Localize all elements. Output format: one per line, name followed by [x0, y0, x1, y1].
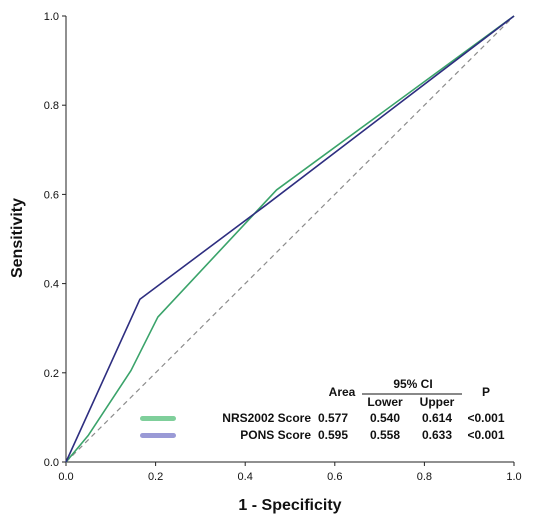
- x-tick-label: 1.0: [506, 471, 521, 483]
- series-group: [65, 15, 515, 463]
- y-tick-label: 0.0: [44, 457, 59, 469]
- legend-p-pons: <0.001: [467, 428, 504, 442]
- y-tick-label: 0.4: [44, 279, 59, 291]
- legend-p-nrs2002: <0.001: [467, 411, 504, 425]
- legend-header-upper: Upper: [420, 395, 455, 409]
- x-axis-title: 1 - Specificity: [238, 497, 341, 514]
- legend-table: Area 95% CI Lower Upper P NRS2002 Score …: [140, 377, 505, 442]
- y-tick-label: 0.6: [44, 189, 59, 201]
- x-tick-label: 0.8: [417, 471, 432, 483]
- legend-upper-pons: 0.633: [422, 428, 452, 442]
- x-tick-label: 0.6: [327, 471, 342, 483]
- legend-header-ci: 95% CI: [393, 377, 432, 391]
- legend-swatch-pons: [140, 433, 176, 438]
- axes: [65, 16, 514, 463]
- series-line-pons-score: [65, 15, 515, 463]
- legend-swatch-nrs2002: [140, 416, 176, 421]
- legend-area-pons: 0.595: [318, 428, 348, 442]
- x-tick-label: 0.4: [238, 471, 253, 483]
- x-tick-label: 0.0: [58, 471, 73, 483]
- legend-lower-pons: 0.558: [370, 428, 400, 442]
- legend-upper-nrs2002: 0.614: [422, 411, 452, 425]
- legend-label-pons: PONS Score: [240, 428, 311, 442]
- reference-diagonal-line: [65, 15, 515, 463]
- y-tick-label: 1.0: [44, 11, 59, 23]
- legend-header-area: Area: [329, 385, 356, 399]
- y-tick-label: 0.8: [44, 100, 59, 112]
- y-axis-title: Sensitivity: [9, 198, 26, 278]
- series-line-nrs2002-score: [65, 15, 515, 463]
- axis-ticks: 0.0 0.2 0.4 0.6 0.8 1.0 0.0 0.2 0.4 0.6 0.8 1.0: [44, 11, 522, 483]
- legend-lower-nrs2002: 0.540: [370, 411, 400, 425]
- legend-header-lower: Lower: [367, 395, 403, 409]
- y-tick-label: 0.2: [44, 368, 59, 380]
- legend-header-p: P: [482, 385, 490, 399]
- reference-line-group: [65, 15, 515, 463]
- legend-area-nrs2002: 0.577: [318, 411, 348, 425]
- legend-label-nrs2002: NRS2002 Score: [222, 411, 311, 425]
- x-tick-label: 0.2: [148, 471, 163, 483]
